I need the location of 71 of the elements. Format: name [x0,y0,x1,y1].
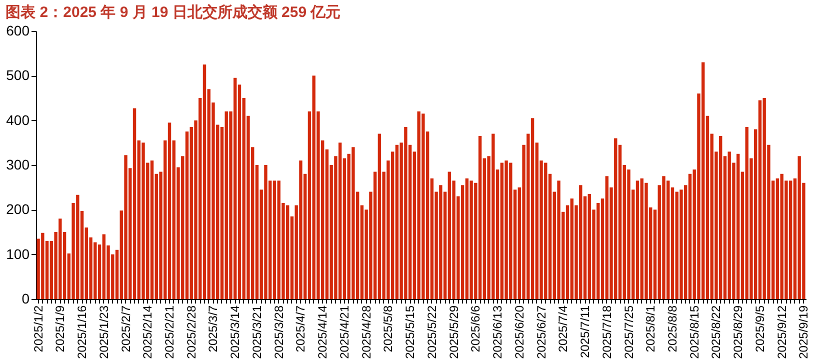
bar [102,234,106,299]
bar [627,169,630,299]
x-tick-label: 2025/6/20 [512,305,526,359]
x-tick-label: 2025/5/8 [381,305,396,352]
x-tick-label: 2025/6/6 [468,305,483,352]
x-tick-label: 2025/4/21 [337,305,352,359]
x-tick-label: 2025/8/8 [665,305,680,352]
x-tick-label: 2025/4/28 [359,305,374,359]
x-tick-label: 2025/2/14 [140,305,155,359]
bar [168,122,172,299]
x-tick-label: 2025/8/29 [731,305,746,359]
x-tick-label: 2025/7/11 [578,305,592,358]
bar [124,155,128,299]
y-tick-label: 400 [6,112,30,128]
x-tick-label: 2025/1/16 [75,305,90,359]
x-tick-label: 2025/9/5 [752,305,767,352]
bar [448,172,452,299]
bar [688,174,692,299]
x-tick-label: 2025/9/19 [796,305,811,359]
bar [378,134,382,299]
bar [758,100,762,299]
x-tick-label: 2025/1/9 [53,305,68,352]
bar [150,160,154,299]
bar [264,165,268,299]
x-tick-label: 2025/8/1 [644,305,658,352]
x-tick-label: 2025/3/14 [228,305,242,359]
x-tick-label: 2025/1/23 [96,305,111,359]
bar [500,162,504,299]
x-tick-label: 2025/2/21 [162,305,177,359]
y-tick-label: 300 [6,156,30,172]
bar [272,180,276,299]
bar [776,178,780,299]
chart-title: 图表 2：2025 年 9 月 19 日北交所成交额 259 亿元 [6,3,341,21]
bar [557,180,560,299]
bar [132,108,136,299]
x-tick-label: 2025/5/15 [403,305,418,359]
bar [465,178,469,299]
y-tick-label: 0 [22,290,30,306]
x-tick-label: 2025/2/28 [184,305,198,359]
y-tick-label: 500 [6,67,30,84]
x-tick-label: 2025/5/22 [424,305,439,359]
x-tick-label: 2025/7/25 [622,305,636,359]
bar [644,182,648,299]
x-tick-label: 2025/3/7 [206,305,220,352]
x-tick-label: 2025/1/2 [31,305,46,352]
x-tick-label: 2025/2/7 [118,305,133,352]
x-tick-label: 2025/6/13 [490,305,505,359]
bar [736,154,740,299]
x-tick-label: 2025/7/4 [556,305,570,352]
bar [338,142,342,299]
bar [530,118,534,299]
x-tick-label: 2025/9/12 [774,305,789,359]
y-tick-label: 600 [6,22,30,38]
y-tick-label: 200 [6,201,30,218]
x-tick-label: 2025/4/7 [294,305,308,352]
bar [142,142,145,299]
bar [662,176,666,299]
x-tick-label: 2025/7/18 [600,305,614,359]
y-tick-label: 100 [6,246,30,262]
x-tick-label: 2025/8/15 [687,305,702,359]
x-tick-label: 2025/6/27 [534,305,548,359]
x-tick-label: 2025/3/21 [250,305,264,359]
x-tick-label: 2025/3/28 [272,305,286,359]
bar [788,180,792,299]
bar [478,136,482,299]
x-tick-label: 2025/5/29 [446,305,461,359]
bar [202,64,206,299]
x-tick-label: 2025/8/22 [709,305,724,359]
x-tick-label: 2025/4/14 [316,305,330,359]
bar [395,144,399,299]
bar [636,180,640,299]
